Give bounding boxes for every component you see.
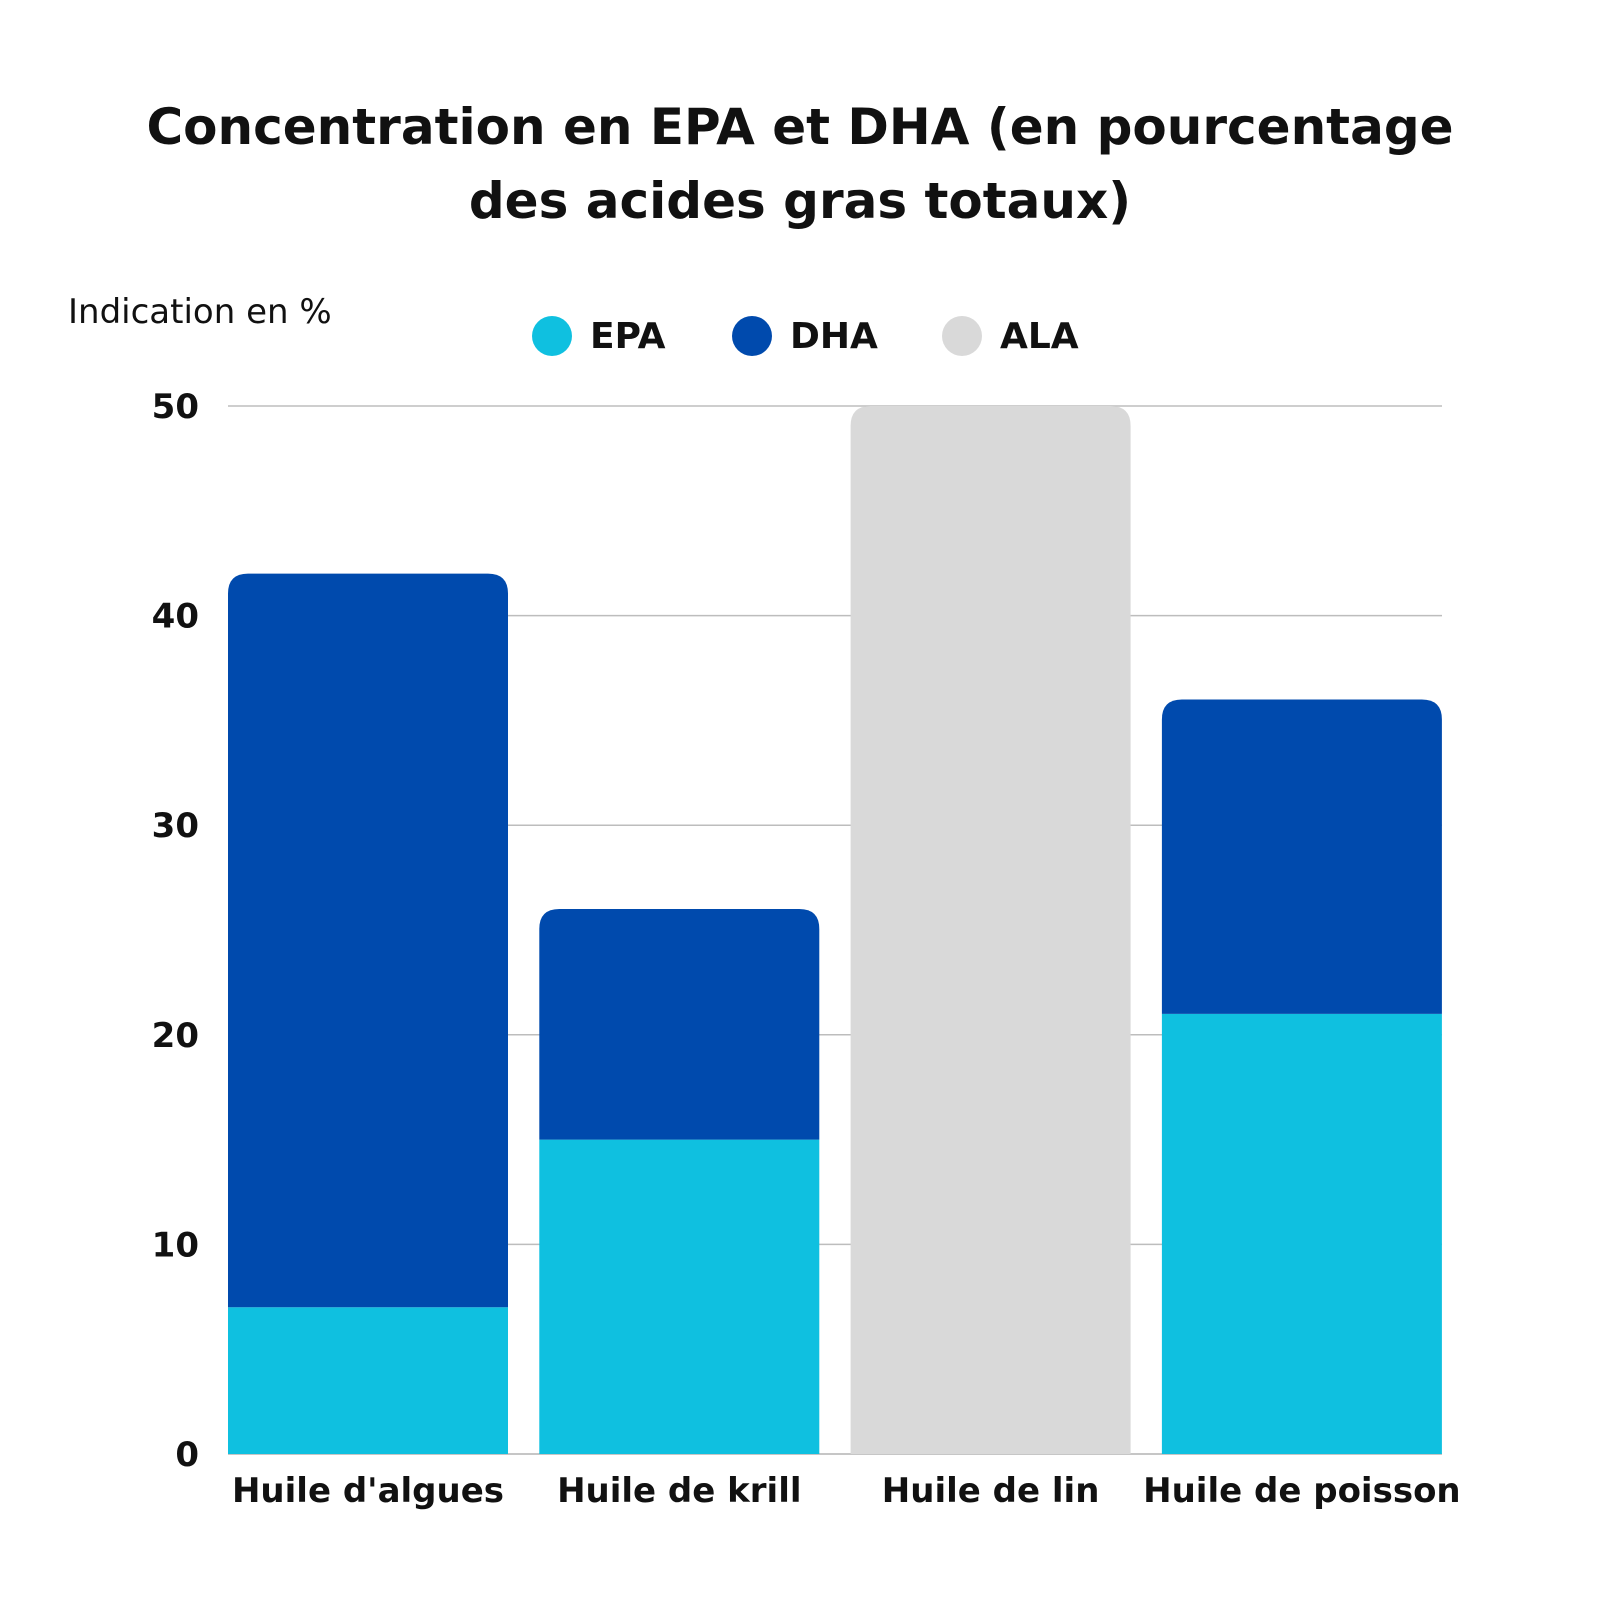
legend-label-epa: EPA: [590, 315, 666, 357]
y-tick-label-20: 20: [152, 1016, 199, 1056]
x-axis: Huile d'algues Huile de krill Huile de lin…: [232, 1471, 1461, 1511]
y-tick-label-0: 0: [175, 1435, 199, 1475]
x-tick-label-3: Huile de lin: [882, 1471, 1100, 1511]
y-tick-label-40: 40: [152, 597, 199, 637]
bar-ala-3: [850, 406, 1131, 1454]
legend-swatch-epa: [532, 316, 572, 356]
bar-dha-4: [1161, 699, 1442, 1014]
bar-dha-1: [228, 573, 508, 1308]
bar-layer: [228, 406, 1442, 1454]
legend: EPA DHA ALA: [0, 314, 1600, 358]
y-tick-label-10: 10: [152, 1225, 199, 1265]
legend-item-ala: ALA: [942, 314, 1079, 358]
bar-epa-2: [539, 1139, 820, 1454]
y-axis: 0 10 20 30 40 50: [152, 387, 199, 1475]
legend-swatch-ala: [942, 316, 982, 356]
y-tick-label-30: 30: [152, 806, 199, 846]
legend-label-dha: DHA: [790, 315, 878, 357]
x-tick-label-2: Huile de krill: [557, 1471, 801, 1511]
bar-epa-1: [228, 1307, 508, 1454]
bar-dha-2: [539, 909, 820, 1140]
y-axis-unit-label: Indication en %: [68, 292, 332, 332]
legend-item-dha: DHA: [732, 314, 878, 358]
bar-epa-4: [1161, 1013, 1442, 1454]
legend-swatch-dha: [732, 316, 772, 356]
legend-item-epa: EPA: [532, 314, 666, 358]
x-tick-label-4: Huile de poisson: [1143, 1471, 1461, 1511]
chart-title: Concentration en EPA et DHA (en pourcent…: [146, 98, 1454, 230]
legend-label-ala: ALA: [1000, 315, 1079, 357]
x-tick-label-1: Huile d'algues: [232, 1471, 504, 1511]
y-tick-label-50: 50: [152, 387, 199, 427]
